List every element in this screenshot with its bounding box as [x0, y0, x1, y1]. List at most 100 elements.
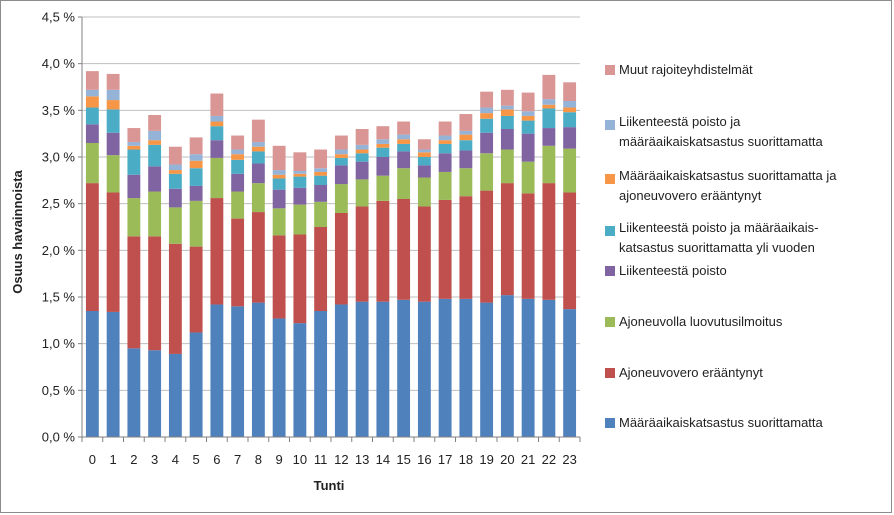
bar-segment	[376, 126, 390, 140]
y-tick-label: 3,0 %	[42, 150, 76, 165]
bar-segment	[148, 115, 162, 131]
legend-label: Liikenteestä poisto	[619, 263, 727, 278]
legend-label: Ajoneuvovero erääntynyt	[619, 365, 763, 380]
bar-segment	[293, 187, 307, 205]
bar-segment	[500, 183, 514, 296]
bar-segment	[314, 185, 328, 202]
y-tick-label: 0,0 %	[42, 430, 76, 445]
bar-segment	[189, 332, 203, 437]
bar-segment	[293, 171, 307, 174]
bar-segment	[542, 74, 556, 100]
bar-segment	[355, 179, 369, 207]
legend-swatch	[605, 368, 615, 378]
bar-segment	[334, 157, 348, 166]
bar-segment	[106, 192, 120, 312]
bar-segment	[397, 299, 411, 437]
bar-segment	[127, 145, 141, 150]
bar-segment	[251, 302, 265, 437]
bar-segment	[314, 149, 328, 169]
bar-segment	[127, 149, 141, 175]
bar-segment	[521, 120, 535, 134]
bar-segment	[521, 161, 535, 194]
x-tick-label: 21	[521, 452, 535, 467]
bar-segment	[148, 130, 162, 141]
legend-swatch	[605, 120, 615, 130]
bar-segment	[542, 108, 556, 129]
bar-segment	[127, 128, 141, 143]
bar-segment	[397, 139, 411, 144]
legend-entry: Määräaikaiskatsastus suorittamatta ja ajo…	[605, 168, 837, 203]
bar-segment	[168, 353, 182, 437]
bar-segment	[376, 143, 390, 148]
bar-segment	[127, 198, 141, 237]
legend-entry: Ajoneuvolla luovutusilmoitus	[605, 314, 783, 329]
bar-segment	[563, 101, 577, 108]
bar-segment	[251, 212, 265, 303]
y-tick-label: 3,5 %	[42, 103, 76, 118]
bar-segment	[376, 139, 390, 144]
bar-segment	[272, 174, 286, 179]
bar-segment	[376, 200, 390, 302]
bar-segment	[376, 301, 390, 437]
bar-segment	[231, 154, 245, 160]
bar-segment	[127, 236, 141, 349]
legend-swatch	[605, 65, 615, 75]
x-tick-label: 18	[459, 452, 473, 467]
bar-segment	[417, 165, 431, 178]
bar-segment	[231, 173, 245, 192]
bar-segment	[251, 183, 265, 213]
x-tick-label: 20	[500, 452, 514, 467]
bar-segment	[563, 309, 577, 437]
bar-segment	[355, 206, 369, 302]
legend-label: Muut rajoiteyhdistelmät	[619, 62, 753, 77]
legend-swatch	[605, 266, 615, 276]
bar-segment	[417, 206, 431, 302]
bar-segment	[293, 152, 307, 171]
bar-segment	[542, 104, 556, 109]
bar-segment	[355, 144, 369, 150]
bar-segment	[376, 157, 390, 176]
bar-segment	[521, 133, 535, 162]
bar-segment	[272, 178, 286, 190]
x-tick-label: 0	[89, 452, 96, 467]
bar-segment	[542, 128, 556, 146]
bar-segment	[334, 154, 348, 158]
y-tick-label: 2,0 %	[42, 243, 76, 258]
x-tick-label: 9	[276, 452, 283, 467]
bar-segment	[168, 207, 182, 244]
bar-segment	[189, 200, 203, 247]
bar-segment	[251, 163, 265, 184]
x-tick-label: 14	[376, 452, 390, 467]
bar-segment	[417, 139, 431, 150]
bar-segment	[480, 91, 494, 108]
bar-segment	[106, 100, 120, 110]
bar-segment	[168, 243, 182, 354]
bar-segment	[397, 151, 411, 169]
x-axis-title: Tunti	[314, 478, 345, 493]
legend-entry: Ajoneuvovero erääntynyt	[605, 365, 763, 380]
y-tick-label: 0,5 %	[42, 383, 76, 398]
bar-segment	[314, 201, 328, 227]
bar-segment	[417, 301, 431, 437]
bar-segment	[563, 192, 577, 310]
bar-segment	[314, 227, 328, 311]
bar-segment	[459, 168, 473, 197]
bar-segment	[500, 149, 514, 184]
y-tick-label: 4,5 %	[42, 10, 76, 25]
x-tick-label: 2	[130, 452, 137, 467]
x-tick-label: 5	[193, 452, 200, 467]
y-tick-label: 1,5 %	[42, 290, 76, 305]
bar-segment	[438, 171, 452, 200]
bar-segment	[189, 168, 203, 186]
bar-segment	[438, 140, 452, 144]
bar-segment	[521, 111, 535, 116]
bar-segment	[85, 143, 99, 184]
bar-segment	[500, 105, 514, 110]
legend-entry: Määräaikaiskatsastus suorittamatta	[605, 415, 824, 430]
bar-segment	[85, 89, 99, 97]
bar-segment	[459, 130, 473, 135]
x-tick-label: 13	[355, 452, 369, 467]
legend-swatch	[605, 317, 615, 327]
bar-segment	[355, 161, 369, 180]
bar-segment	[85, 183, 99, 311]
